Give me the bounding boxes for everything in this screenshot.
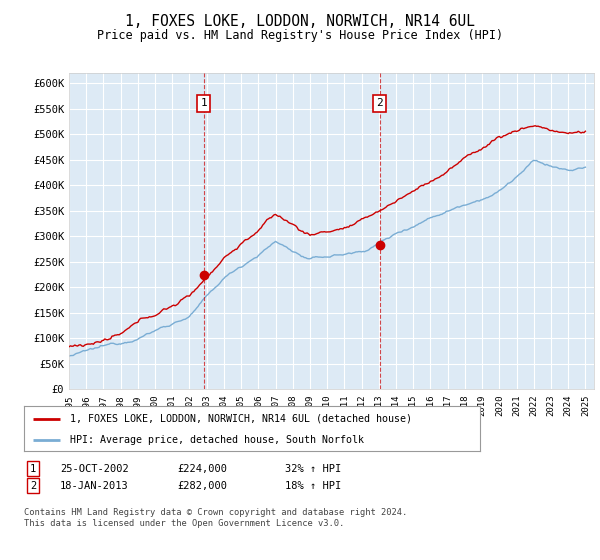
Text: Contains HM Land Registry data © Crown copyright and database right 2024.
This d: Contains HM Land Registry data © Crown c… xyxy=(24,508,407,528)
Text: £282,000: £282,000 xyxy=(177,480,227,491)
Text: 1: 1 xyxy=(200,99,207,109)
Text: 32% ↑ HPI: 32% ↑ HPI xyxy=(285,464,341,474)
Text: 1, FOXES LOKE, LODDON, NORWICH, NR14 6UL: 1, FOXES LOKE, LODDON, NORWICH, NR14 6UL xyxy=(125,14,475,29)
Text: 25-OCT-2002: 25-OCT-2002 xyxy=(60,464,129,474)
Text: 2: 2 xyxy=(376,99,383,109)
Text: 18% ↑ HPI: 18% ↑ HPI xyxy=(285,480,341,491)
Text: 18-JAN-2013: 18-JAN-2013 xyxy=(60,480,129,491)
Text: Price paid vs. HM Land Registry's House Price Index (HPI): Price paid vs. HM Land Registry's House … xyxy=(97,29,503,42)
Text: 2: 2 xyxy=(30,480,36,491)
Text: 1, FOXES LOKE, LODDON, NORWICH, NR14 6UL (detached house): 1, FOXES LOKE, LODDON, NORWICH, NR14 6UL… xyxy=(70,413,412,423)
Text: 1: 1 xyxy=(30,464,36,474)
Text: HPI: Average price, detached house, South Norfolk: HPI: Average price, detached house, Sout… xyxy=(70,435,364,445)
Text: £224,000: £224,000 xyxy=(177,464,227,474)
